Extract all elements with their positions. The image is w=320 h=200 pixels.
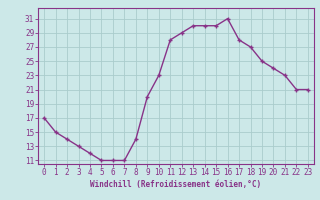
X-axis label: Windchill (Refroidissement éolien,°C): Windchill (Refroidissement éolien,°C) [91, 180, 261, 189]
